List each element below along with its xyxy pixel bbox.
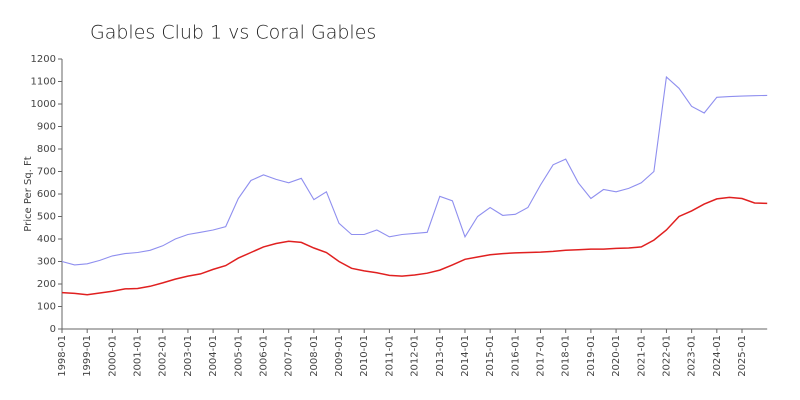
x-tick-label: 2006-01 xyxy=(258,335,269,377)
chart-title: Gables Club 1 vs Coral Gables xyxy=(90,22,376,44)
x-tick-label: 2021-01 xyxy=(636,335,647,377)
x-tick-label: 2001-01 xyxy=(133,335,144,377)
x-tick-label: 2025-01 xyxy=(737,335,748,377)
series-line xyxy=(61,196,768,296)
y-tick-label: 400 xyxy=(37,234,56,245)
x-tick-label: 2002-01 xyxy=(158,335,169,377)
x-tick-label: 2015-01 xyxy=(485,335,496,377)
x-tick-label: 2019-01 xyxy=(586,335,597,377)
x-tick-label: 2005-01 xyxy=(233,335,244,377)
x-tick-label: 2014-01 xyxy=(460,335,471,377)
y-tick-label: 600 xyxy=(37,189,56,200)
x-tick-label: 2022-01 xyxy=(661,335,672,377)
x-tick-label: 2018-01 xyxy=(561,335,572,377)
y-tick-label: 700 xyxy=(37,167,56,178)
x-tick-label: 2004-01 xyxy=(208,335,219,377)
x-tick-label: 2010-01 xyxy=(359,335,370,377)
x-tick-label: 2023-01 xyxy=(687,335,698,377)
x-tick-label: 2020-01 xyxy=(611,335,622,377)
y-tick-label: 0 xyxy=(50,324,56,335)
y-tick-label: 1200 xyxy=(31,54,56,65)
x-tick-label: 1998-01 xyxy=(57,335,68,377)
x-tick-label: 2008-01 xyxy=(309,335,320,377)
x-tick-label: 2009-01 xyxy=(334,335,345,377)
y-axis-label: Price Per Sq. Ft xyxy=(23,156,34,231)
y-tick-label: 800 xyxy=(37,144,56,155)
y-tick-label: 500 xyxy=(37,212,56,223)
x-tick-label: 2017-01 xyxy=(536,335,547,377)
x-tick-label: 2007-01 xyxy=(284,335,295,377)
y-tick-label: 100 xyxy=(37,302,56,313)
x-tick-label: 2003-01 xyxy=(183,335,194,377)
y-tick-label: 300 xyxy=(37,257,56,268)
y-tick-label: 1100 xyxy=(31,77,56,88)
x-tick-label: 2024-01 xyxy=(712,335,723,377)
x-tick-label: 2011-01 xyxy=(384,335,395,377)
y-tick-label: 1000 xyxy=(31,99,56,110)
y-tick-label: 900 xyxy=(37,122,56,133)
x-tick-label: 2012-01 xyxy=(410,335,421,377)
x-tick-label: 1999-01 xyxy=(82,335,93,377)
y-tick-label: 200 xyxy=(37,279,56,290)
x-tick-label: 2013-01 xyxy=(435,335,446,377)
x-tick-label: 2016-01 xyxy=(510,335,521,377)
x-tick-label: 2000-01 xyxy=(107,335,118,377)
series-line xyxy=(61,75,768,266)
